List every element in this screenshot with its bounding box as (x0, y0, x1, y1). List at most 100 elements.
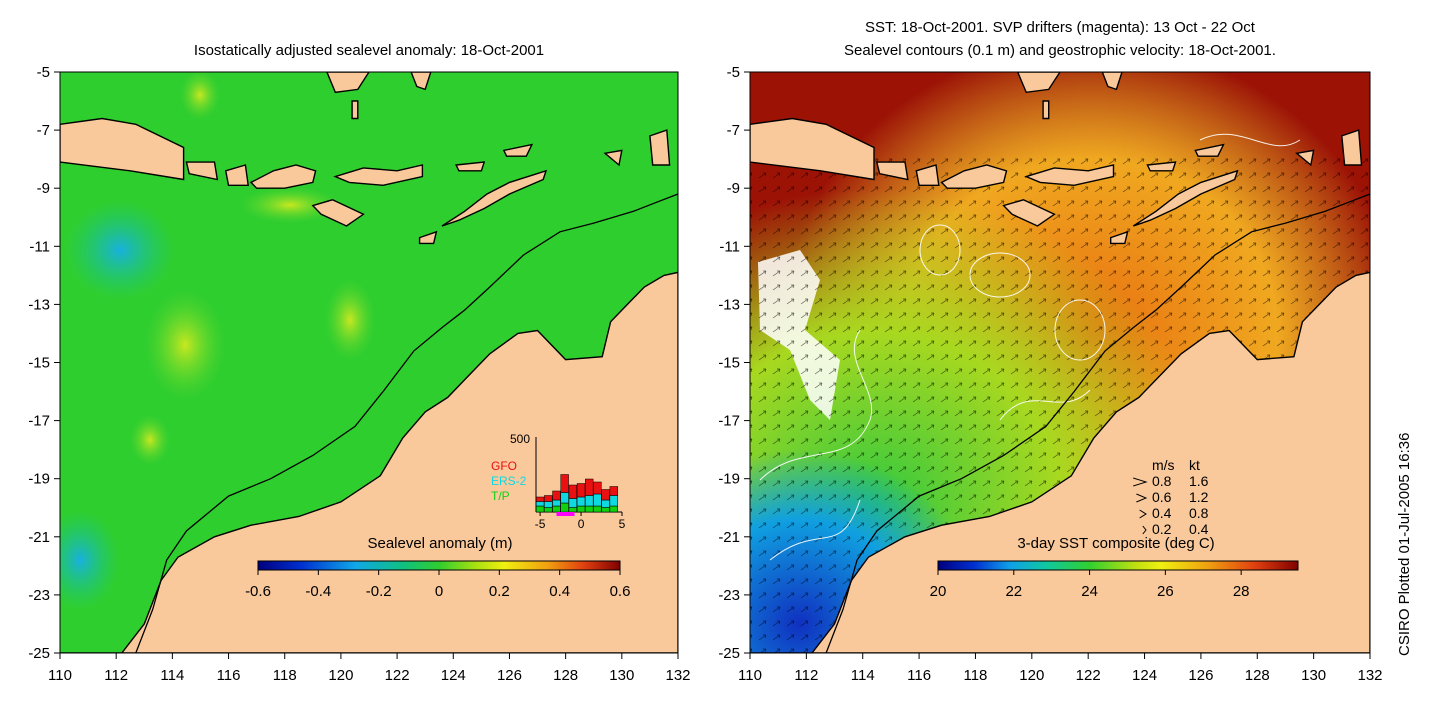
y-tick-label: -17 (28, 413, 50, 430)
y-tick-label: -25 (718, 645, 740, 662)
inset-bar-gfo (568, 484, 578, 499)
velocity-key: m/s kt0.8 1.60.6 1.20.4 0.80.2 0.4 (1133, 457, 1209, 537)
y-tick-label: -19 (718, 471, 740, 488)
inset-bar-gfo (593, 481, 602, 495)
velocity-key-kt: 1.2 (1189, 489, 1209, 505)
land-australia (750, 271, 1370, 653)
inset-bar-ers (585, 495, 594, 507)
x-tick-label: 116 (907, 667, 931, 684)
colorbar-tick-label: 0.6 (610, 583, 631, 600)
y-tick-label: -23 (28, 587, 50, 604)
y-tick-label: -7 (37, 122, 50, 139)
right-panel-title-line1: SST: 18-Oct-2001. SVP drifters (magenta)… (865, 19, 1255, 36)
land-flores (1024, 164, 1115, 187)
x-tick-label: 130 (609, 667, 634, 684)
velocity-key-header-ms: m/s (1152, 457, 1175, 473)
sla-land (60, 72, 678, 653)
velocity-key-arrow (1142, 525, 1147, 535)
sla-high-anomaly (240, 187, 340, 223)
sla-map-area (60, 72, 678, 653)
inset-bar-tp (593, 505, 602, 513)
left-colorbar: Sealevel anomaly (m) -0.6 -0.4 -0.2 0 0.2 0.4… (245, 535, 630, 600)
land-alor (455, 161, 486, 172)
velocity-key-arrow (1136, 493, 1148, 503)
inset-bar-gfo (585, 478, 594, 496)
inset-bar-tp (535, 505, 545, 513)
colorbar-tick-label: 22 (1005, 583, 1022, 600)
land-babar (1295, 149, 1315, 167)
land-sumba (1002, 199, 1056, 227)
y-tick-label: -7 (727, 122, 740, 139)
land-selayar (1042, 100, 1050, 120)
inset-x-tick-label: 0 (578, 517, 585, 531)
velocity-key-ms: 0.2 (1152, 521, 1172, 537)
inset-bar-tp (609, 505, 618, 513)
inset-bar-ers (609, 495, 618, 507)
land-alor (1146, 161, 1177, 172)
colorbar-tick-label: 24 (1081, 583, 1098, 600)
inset-x-tick-label: 5 (619, 517, 626, 531)
land-buton (1101, 72, 1123, 91)
x-tick-label: 122 (385, 667, 410, 684)
velocity-key-arrow (1133, 477, 1148, 487)
x-tick-label: 110 (738, 667, 762, 684)
velocity-key-header-kt: kt (1189, 457, 1200, 473)
inset-bar-ers (601, 499, 610, 508)
land-wetar (1194, 143, 1225, 157)
y-tick-label: -13 (718, 296, 740, 313)
sla-high-anomaly (180, 72, 220, 120)
sla-high-anomaly (325, 280, 375, 360)
shelf-contour (825, 193, 1370, 653)
inset-bar-tp (576, 505, 586, 513)
x-tick-label: 122 (1076, 667, 1101, 684)
velocity-key-kt: 0.4 (1189, 521, 1209, 537)
x-tick-label: 118 (273, 667, 297, 684)
colorbar-tick-label: 0 (435, 583, 443, 600)
inset-bar-tp (601, 507, 610, 513)
x-tick-label: 118 (963, 667, 987, 684)
colorbar-tick-label: 20 (930, 583, 947, 600)
land-sumbawa (249, 164, 317, 189)
inset-bar-tp (585, 505, 594, 513)
x-tick-label: 126 (1188, 667, 1213, 684)
land-sumbawa (940, 164, 1008, 189)
sla-low-anomaly (60, 510, 120, 610)
land-sumba (311, 199, 365, 227)
sla-high-anomaly (130, 415, 170, 465)
inset-ymax-label: 500 (510, 432, 530, 446)
inset-bar-tp (560, 502, 569, 513)
inset-bar-gfo (544, 495, 553, 502)
y-tick-label: -17 (718, 413, 740, 430)
inset-bar-gfo (609, 486, 618, 496)
land-wetar (502, 143, 534, 157)
y-tick-label: -19 (28, 471, 50, 488)
inset-bar-gfo (552, 490, 561, 501)
inset-bar-ers (576, 496, 586, 507)
land-rote (418, 230, 438, 245)
shelf-contour (135, 193, 678, 653)
x-tick-label: 124 (1132, 667, 1157, 684)
y-tick-label: -15 (718, 355, 740, 372)
land-selayar (351, 100, 359, 120)
y-tick-label: -15 (28, 355, 50, 372)
x-tick-label: 124 (441, 667, 466, 684)
y-tick-label: -9 (37, 180, 50, 197)
inset-window-marker (556, 512, 575, 516)
sst-land (750, 72, 1370, 653)
inset-bar-gfo (601, 489, 610, 501)
land-tanimbar (1341, 129, 1363, 166)
right-colorbar-gradient (937, 560, 1299, 571)
x-tick-label: 128 (553, 667, 578, 684)
velocity-key-ms: 0.8 (1152, 473, 1172, 489)
x-tick-label: 114 (851, 667, 875, 684)
x-tick-label: 128 (1245, 667, 1270, 684)
inset-legend-label: GFO (491, 459, 517, 473)
left-colorbar-label: Sealevel anomaly (m) (367, 535, 512, 552)
colorbar-tick-label: 26 (1157, 583, 1174, 600)
land-lombok (224, 164, 250, 186)
inset-bar-gfo (535, 496, 545, 502)
y-tick-label: -9 (727, 180, 740, 197)
inset-legend-label: ERS-2 (491, 474, 527, 488)
velocity-key-arrow (1139, 509, 1147, 519)
